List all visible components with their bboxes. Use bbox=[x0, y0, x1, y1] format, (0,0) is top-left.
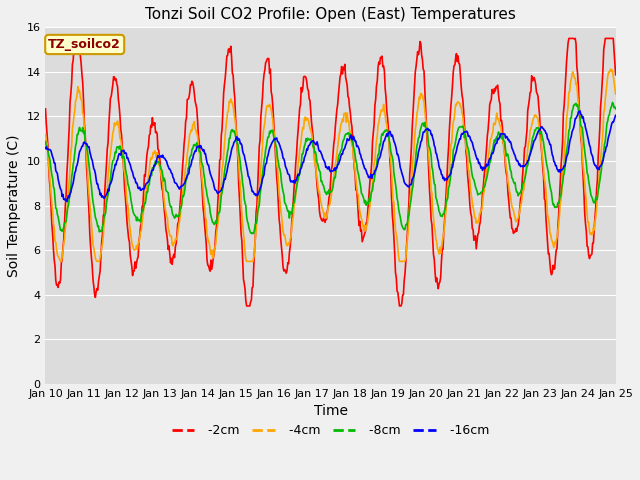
Title: Tonzi Soil CO2 Profile: Open (East) Temperatures: Tonzi Soil CO2 Profile: Open (East) Temp… bbox=[145, 7, 516, 22]
Text: TZ_soilco2: TZ_soilco2 bbox=[49, 38, 121, 51]
X-axis label: Time: Time bbox=[314, 404, 348, 419]
Legend:  -2cm,  -4cm,  -8cm,  -16cm: -2cm, -4cm, -8cm, -16cm bbox=[167, 419, 494, 442]
Y-axis label: Soil Temperature (C): Soil Temperature (C) bbox=[7, 134, 21, 277]
